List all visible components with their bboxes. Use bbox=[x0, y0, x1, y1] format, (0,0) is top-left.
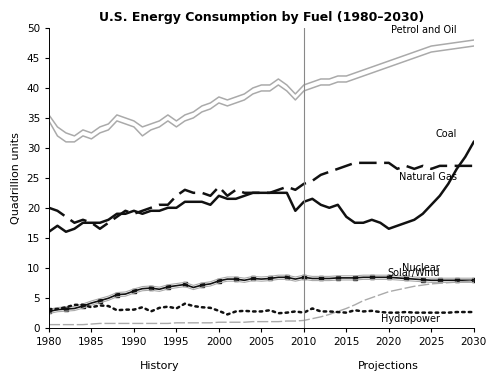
Text: Solar/Wind: Solar/Wind bbox=[387, 269, 440, 279]
Text: Nuclear: Nuclear bbox=[402, 263, 440, 273]
Text: Projections: Projections bbox=[359, 360, 419, 371]
Y-axis label: Quadrillion units: Quadrillion units bbox=[11, 132, 21, 224]
Text: Petrol and Oil: Petrol and Oil bbox=[391, 25, 457, 35]
Text: Natural Gas: Natural Gas bbox=[399, 172, 457, 182]
Text: History: History bbox=[139, 360, 179, 371]
Text: Hydropower: Hydropower bbox=[381, 314, 440, 325]
Title: U.S. Energy Consumption by Fuel (1980–2030): U.S. Energy Consumption by Fuel (1980–20… bbox=[99, 11, 424, 24]
Text: Coal: Coal bbox=[435, 129, 457, 139]
